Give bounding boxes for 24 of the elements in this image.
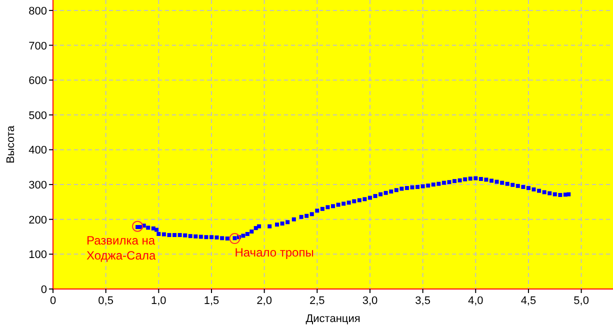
x-tick-label: 3,5 [415,295,430,307]
x-tick-label: 4,5 [520,295,536,307]
y-tick-label: 400 [28,144,47,157]
x-tick-label: 2,0 [256,295,272,307]
y-axis-title: Высота [5,124,17,164]
y-tick-label: 500 [28,110,47,122]
y-tick-label: 300 [28,180,47,192]
y-tick-label: 700 [28,40,47,52]
annotation: Начало тропы [234,246,314,260]
x-tick-label: 3,0 [362,295,378,307]
x-tick-label: 1,0 [151,295,166,307]
x-tick-label: 1,5 [204,295,220,307]
y-tick-label: 100 [28,249,47,262]
y-tick-label: 600 [28,75,47,88]
x-tick-label: 0,5 [98,295,114,307]
annotation: Развилка на Ходжа-Сала [86,233,156,262]
x-tick-label: 2,5 [310,295,325,307]
y-tick-label: 800 [28,5,47,18]
x-tick-label: 5,0 [574,295,589,307]
y-tick-label: 200 [28,214,47,226]
x-tick-label: 4,0 [468,295,484,307]
x-tick-label: 0 [50,295,56,307]
y-tick-label: 0 [40,284,47,296]
x-axis-title: Дистанция [306,313,360,325]
